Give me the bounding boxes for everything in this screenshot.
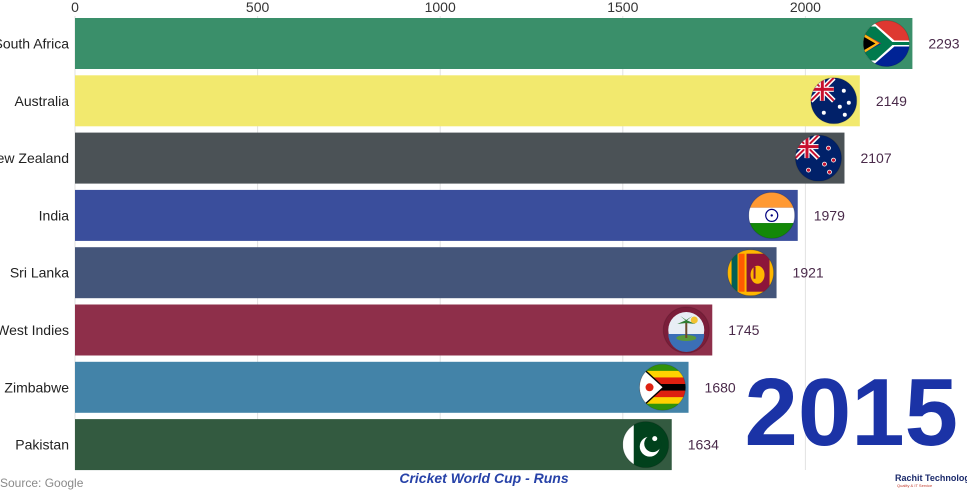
bar-row: Zimbabwe 1680 — [4, 361, 736, 413]
bars-layer: South Africa 2293 Australia 2149 New Zealand… — [0, 18, 960, 471]
category-label: Pakistan — [15, 437, 69, 453]
x-tick-label: 2000 — [790, 0, 821, 15]
bar-row: Australia 2149 — [15, 75, 907, 127]
bar — [75, 132, 845, 184]
australia-flag-icon — [810, 77, 858, 125]
year-label: 2015 — [744, 359, 958, 466]
value-label: 2107 — [860, 150, 891, 166]
pakistan-flag-icon — [622, 421, 670, 469]
bar-row: Sri Lanka 1921 — [10, 247, 824, 299]
bar — [75, 419, 672, 471]
brand-name: Rachit Technology — [895, 473, 967, 483]
x-tick-label: 1500 — [607, 0, 638, 15]
bar — [75, 189, 798, 241]
new-zealand-flag-icon — [794, 134, 842, 182]
category-label: Australia — [15, 93, 70, 109]
west-indies-flag-icon — [662, 306, 710, 354]
category-label: India — [39, 207, 70, 223]
category-label: New Zealand — [0, 150, 69, 166]
chart-title: Cricket World Cup - Runs — [399, 470, 569, 486]
category-label: South Africa — [0, 36, 69, 52]
brand-tagline: Quality & IT Service — [897, 483, 933, 488]
value-label: 2149 — [876, 93, 907, 109]
x-tick-label: 0 — [71, 0, 79, 15]
bar — [75, 18, 913, 69]
brand-logo: Rachit Technology Quality & IT Service — [895, 473, 967, 488]
source-label: Source: Google — [0, 476, 84, 490]
x-tick-label: 500 — [246, 0, 270, 15]
category-label: Zimbabwe — [4, 379, 69, 395]
bar-row: New Zealand 2107 — [0, 132, 892, 184]
category-label: West Indies — [0, 322, 69, 338]
south-africa-flag-icon — [862, 20, 910, 67]
india-flag-icon — [748, 191, 796, 239]
x-tick-label: 1000 — [425, 0, 456, 15]
bar — [75, 75, 860, 127]
value-label: 1979 — [814, 207, 845, 223]
sri-lanka-flag-icon — [727, 249, 775, 297]
value-label: 1634 — [688, 437, 719, 453]
zimbabwe-flag-icon — [639, 363, 687, 411]
value-label: 1921 — [793, 265, 824, 281]
value-label: 1680 — [705, 379, 736, 395]
bar — [75, 247, 777, 299]
bar — [75, 361, 689, 413]
value-label: 2293 — [928, 36, 959, 52]
bar-row: Pakistan 1634 — [15, 419, 719, 471]
bar — [75, 304, 713, 356]
bar-row: India 1979 — [39, 189, 845, 241]
category-label: Sri Lanka — [10, 265, 69, 281]
value-label: 1745 — [728, 322, 759, 338]
bar-row: West Indies 1745 — [0, 304, 760, 356]
bar-row: South Africa 2293 — [0, 18, 960, 69]
x-axis-ticks: 0 500 1000 1500 2000 — [71, 0, 821, 15]
